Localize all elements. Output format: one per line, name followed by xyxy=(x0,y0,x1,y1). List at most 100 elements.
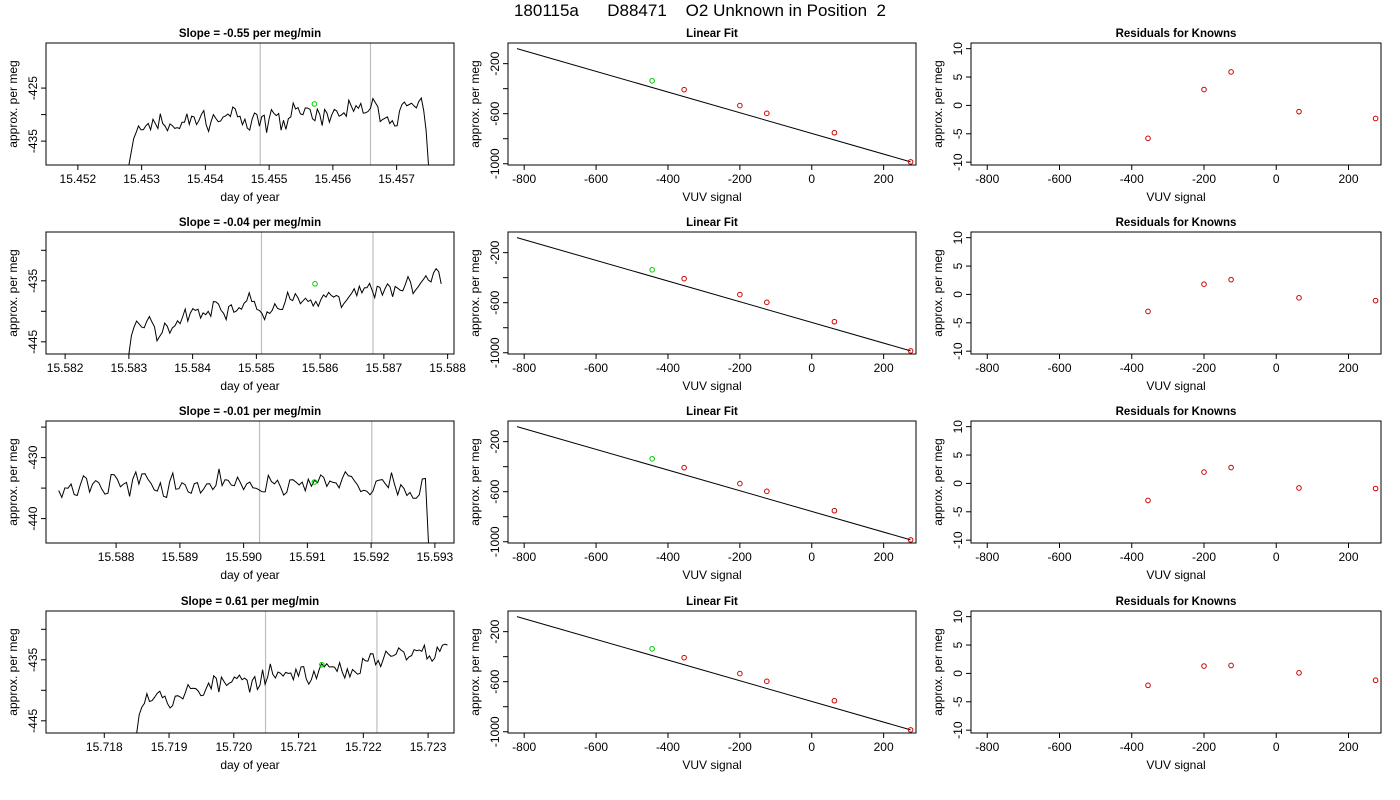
x-tick-label: 200 xyxy=(874,740,894,754)
x-tick-label: 15.583 xyxy=(111,361,148,375)
x-tick-label: 200 xyxy=(1338,361,1358,375)
x-tick-label: 200 xyxy=(1338,550,1358,564)
x-tick-label: -200 xyxy=(728,172,752,186)
x-tick-label: -800 xyxy=(975,550,999,564)
y-tick-label: 10 xyxy=(951,231,965,245)
x-tick-label: 0 xyxy=(808,361,815,375)
y-tick-label: -435 xyxy=(26,647,40,671)
known-point xyxy=(681,654,687,661)
y-tick-label: 0 xyxy=(951,480,965,487)
signal-trace xyxy=(58,468,429,543)
known-point xyxy=(737,480,743,487)
x-tick-label: -200 xyxy=(1192,172,1216,186)
y-tick-label: 0 xyxy=(951,670,965,677)
unknown-point xyxy=(649,645,655,652)
x-tick-label: -200 xyxy=(728,361,752,375)
x-tick-label: -200 xyxy=(1192,550,1216,564)
x-axis-label: VUV signal xyxy=(1146,758,1205,772)
y-tick-label: -10 xyxy=(951,531,965,549)
known-point xyxy=(737,670,743,677)
residual-point xyxy=(1296,295,1302,301)
fit-line xyxy=(516,237,911,352)
x-tick-label: 0 xyxy=(1273,550,1280,564)
x-tick-label: -200 xyxy=(1192,361,1216,375)
y-tick-label: -1000 xyxy=(488,526,502,557)
panel-r2-c2: Linear Fit -800 -600 -400 -200 0 200 -1000 -600 -… xyxy=(468,217,917,393)
x-tick-label: -400 xyxy=(656,740,680,754)
x-tick-label: 15.719 xyxy=(151,740,188,754)
residual-point xyxy=(1201,86,1207,93)
y-axis-label: approx. per meg xyxy=(6,628,20,715)
x-axis-label: day of year xyxy=(220,190,279,204)
unknown-marker xyxy=(311,101,318,107)
x-axis-label: day of year xyxy=(220,379,279,393)
x-tick-label: -800 xyxy=(512,172,536,186)
x-tick-label: 200 xyxy=(1338,740,1358,754)
y-tick-label: 5 xyxy=(951,262,965,269)
panel-r2-c3: Residuals for Knowns -800 -600 -400 -200 0 200… xyxy=(931,217,1382,393)
y-tick-label: -10 xyxy=(951,153,965,171)
x-tick-label: -600 xyxy=(584,172,608,186)
x-tick-label: -400 xyxy=(656,172,680,186)
known-point xyxy=(831,697,838,704)
residual-point xyxy=(1228,662,1234,669)
known-point xyxy=(737,291,743,298)
y-tick-label: -5 xyxy=(951,317,965,328)
y-tick-label: -440 xyxy=(26,506,40,530)
y-axis-label: approx. per meg xyxy=(931,249,945,336)
y-axis-label: approx. per meg xyxy=(6,249,20,336)
panel-title: Linear Fit xyxy=(686,406,738,418)
x-tick-label: 15.592 xyxy=(353,550,390,564)
x-tick-label: 0 xyxy=(808,740,815,754)
figure-title: 180115a D88471 O2 Unknown in Position 2 xyxy=(513,1,887,20)
residual-point xyxy=(1145,682,1151,689)
x-axis-label: day of year xyxy=(220,758,279,772)
known-point xyxy=(907,727,914,733)
known-point xyxy=(907,537,914,543)
panel-title: Linear Fit xyxy=(686,596,738,608)
x-tick-label: 15.588 xyxy=(429,361,466,375)
x-tick-label: 15.586 xyxy=(302,361,339,375)
fit-line xyxy=(516,616,911,731)
x-tick-label: 0 xyxy=(1273,740,1280,754)
plot-frame xyxy=(970,42,1382,166)
panel-r1-c1: Slope = -0.55 per meg/min 15.452 15.453 15.… xyxy=(6,28,455,204)
y-axis-label: approx. per meg xyxy=(6,60,20,147)
plot-frame xyxy=(507,231,917,355)
x-tick-label: 15.457 xyxy=(378,172,415,186)
plot-area xyxy=(516,426,914,543)
y-tick-label: -600 xyxy=(488,101,502,125)
x-tick-label: -400 xyxy=(656,550,680,564)
unknown-point xyxy=(649,455,655,462)
plot-area xyxy=(128,43,429,165)
known-point xyxy=(907,159,914,165)
panel-title: Slope = -0.04 per meg/min xyxy=(179,217,321,229)
y-axis-label: approx. per meg xyxy=(6,438,20,525)
x-tick-label: 15.452 xyxy=(60,172,97,186)
x-tick-label: -400 xyxy=(656,361,680,375)
panel-r2-c1: Slope = -0.04 per meg/min 15.582 15.583 15.… xyxy=(6,217,466,393)
panel-r4-c3: Residuals for Knowns -800 -600 -400 -200 0 200… xyxy=(931,596,1382,772)
residual-point xyxy=(1228,464,1234,471)
x-tick-label: 15.587 xyxy=(366,361,403,375)
x-tick-label: -200 xyxy=(1192,740,1216,754)
x-tick-label: -400 xyxy=(1120,550,1144,564)
x-tick-label: 200 xyxy=(874,550,894,564)
residual-point xyxy=(1228,69,1234,75)
plot-frame xyxy=(507,610,917,734)
panel-r3-c2: Linear Fit -800 -600 -400 -200 0 200 -1000 -600 -… xyxy=(468,406,917,582)
y-axis-label: approx. per meg xyxy=(931,438,945,525)
panel-r4-c1: Slope = 0.61 per meg/min 15.718 15.719 15.7… xyxy=(6,596,455,772)
unknown-marker xyxy=(312,281,318,287)
y-axis-label: approx. per meg xyxy=(468,628,482,715)
residual-point xyxy=(1372,297,1379,304)
x-tick-label: 15.589 xyxy=(162,550,199,564)
x-tick-label: 15.453 xyxy=(123,172,160,186)
y-tick-label: 5 xyxy=(951,641,965,648)
x-tick-label: 200 xyxy=(874,361,894,375)
residual-point xyxy=(1201,663,1207,669)
y-tick-label: -445 xyxy=(26,329,40,353)
x-tick-label: 15.593 xyxy=(417,550,454,564)
panel-title: Residuals for Knowns xyxy=(1116,596,1237,608)
